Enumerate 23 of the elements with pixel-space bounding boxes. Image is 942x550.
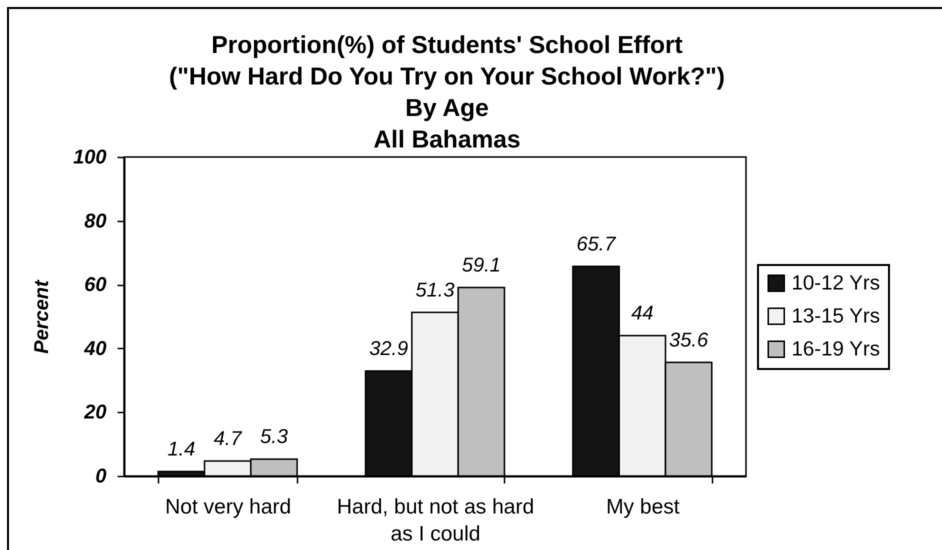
y-tick-label: 40 xyxy=(83,338,106,360)
data-label: 4.7 xyxy=(214,428,242,450)
y-axis-title: Percent xyxy=(31,278,54,354)
y-tick-label: 60 xyxy=(84,274,106,296)
x-tick-label: My best xyxy=(606,496,680,518)
data-label: 59.1 xyxy=(462,254,501,276)
data-label: 32.9 xyxy=(369,338,408,360)
chart-title: Proportion(%) of Students' School Effort ("How Hard Do You Try on Your School Work?") By Age All Bahamas xyxy=(169,32,725,154)
data-label: 35.6 xyxy=(669,329,709,352)
data-label: 5.3 xyxy=(260,426,288,448)
data-label: 65.7 xyxy=(576,233,616,256)
y-tick-label: 80 xyxy=(84,210,106,232)
x-tick-label: Not very hard xyxy=(165,496,292,518)
data-label: 1.4 xyxy=(167,438,196,461)
legend-label: 16-19 Yrs xyxy=(792,337,880,360)
y-tick-label: 20 xyxy=(83,402,106,424)
y-tick-label: 100 xyxy=(73,146,106,168)
legend-label: 13-15 Yrs xyxy=(792,304,880,328)
y-tick-label: 0 xyxy=(95,466,106,488)
legend-label: 10-12 Yrs xyxy=(792,271,880,294)
x-tick-label: Hard, but not as hard as I could xyxy=(336,496,534,546)
data-label: 44 xyxy=(631,302,654,325)
data-label: 51.3 xyxy=(416,279,454,302)
